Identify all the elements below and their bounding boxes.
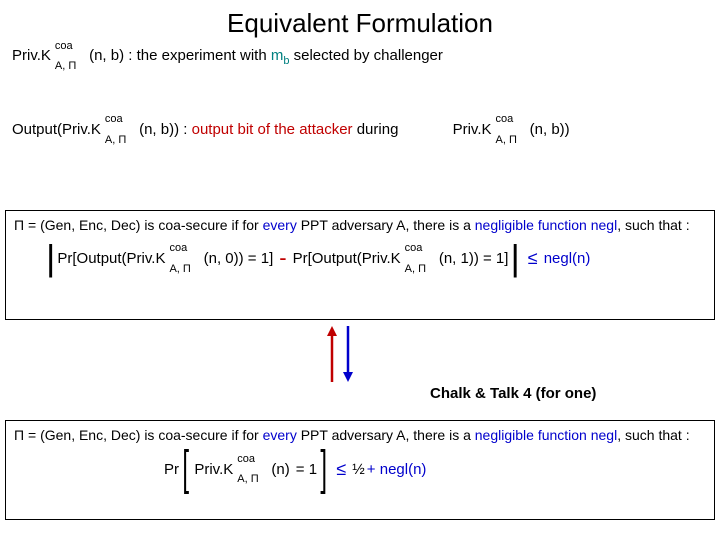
abs-bar-right: | <box>510 247 519 269</box>
curly-right: ] <box>320 455 327 484</box>
theorem-box-2: Π = (Gen, Enc, Dec) is coa-secure if for… <box>5 420 715 520</box>
curly-left: [ <box>182 455 189 484</box>
args: (n, b) : <box>89 47 132 64</box>
during: during <box>357 121 399 138</box>
equivalence-arrows <box>310 324 370 384</box>
chalk-talk-label: Chalk & Talk 4 (for one) <box>430 385 596 402</box>
output-prefix: Output(Priv.K <box>12 121 101 138</box>
r-sub: A, Π <box>496 134 517 146</box>
r-args: (n, b)) <box>530 121 570 138</box>
privk-symbol: Priv.K <box>12 47 51 64</box>
args: (n, b)) : <box>139 121 187 138</box>
r-privk: Priv.K <box>453 121 492 138</box>
theorem-box-1: Π = (Gen, Enc, Dec) is coa-secure if for… <box>5 210 715 320</box>
privk-sup: coa <box>55 40 73 52</box>
half: ½ <box>352 461 365 478</box>
text2: selected by challenger <box>289 47 442 64</box>
r-sup: coa <box>496 113 514 125</box>
minus-sign: - <box>279 245 286 271</box>
box2-expression: Pr [ Priv.K coa A, Π (n) = 1 ] ≤ ½ + neg… <box>164 455 706 484</box>
slide-title: Equivalent Formulation <box>0 0 720 39</box>
abs-bar-left: | <box>46 247 55 269</box>
leq-symbol: ≤ <box>528 248 538 269</box>
privk-sub: A, Π <box>55 60 76 72</box>
box1-expression: | Pr[Output(Priv.K coa A, Π (n, 0)) = 1]… <box>44 245 706 271</box>
box2-intro: Π = (Gen, Enc, Dec) is coa-secure if for… <box>14 427 706 443</box>
definition-line-1: Priv.K coa A, Π (n, b) : the experiment … <box>12 48 443 67</box>
sub: A, Π <box>105 134 126 146</box>
output-bit-text: output bit of the attacker <box>192 121 357 138</box>
leq-symbol-2: ≤ <box>336 459 346 480</box>
mb: mb <box>271 47 290 64</box>
text: the experiment with <box>137 47 271 64</box>
definition-line-2: Output(Priv.K coa A, Π (n, b)) : output … <box>12 120 712 138</box>
negl-n: negl(n) <box>544 250 591 267</box>
plus-negl: + negl(n) <box>367 461 427 478</box>
box1-intro: Π = (Gen, Enc, Dec) is coa-secure if for… <box>14 217 706 233</box>
sup: coa <box>105 113 123 125</box>
